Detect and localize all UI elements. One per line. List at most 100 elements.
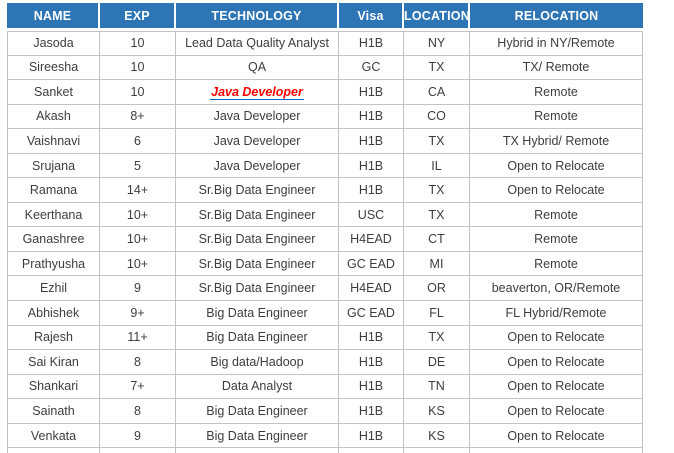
cell-technology: Java Developer — [176, 153, 339, 179]
technology-text: Big Data Engineer — [206, 305, 308, 320]
cell-visa: H4EAD — [339, 227, 404, 252]
cell-technology: Sr.Big Data Engineer — [176, 276, 339, 302]
technology-text: Java Developer — [213, 109, 301, 124]
technology-text: Sr.Big Data Engineer — [198, 281, 316, 296]
cell-visa: GC EAD — [339, 301, 404, 326]
cell-name: Ramana — [7, 178, 100, 203]
cell-relocation: beaverton, OR/Remote — [470, 276, 643, 302]
table-row: Srujana 5 Java Developer H1B IL Open to … — [7, 153, 643, 179]
cell-visa: USC — [339, 202, 404, 228]
cell-location: TX — [404, 202, 470, 228]
cell-location: IL — [404, 153, 470, 179]
cell-relocation: Open to Relocate — [470, 153, 643, 179]
cell-exp: 9 — [100, 276, 176, 302]
cell-name: Venkata — [7, 423, 100, 449]
cell-exp: 9+ — [100, 301, 176, 326]
cell-technology: Big data/Hadoop — [176, 350, 339, 375]
cell-location: DE — [404, 350, 470, 375]
technology-text: Sr.Big Data Engineer — [198, 256, 316, 271]
cell-name: Jasoda — [7, 31, 100, 56]
cell-exp: 9 — [100, 423, 176, 449]
cell-relocation: Remote — [470, 202, 643, 228]
cell-exp: 10+ — [100, 202, 176, 228]
cell-visa: H1B — [339, 325, 404, 351]
cell-name: Shankari — [7, 374, 100, 400]
cell-location: CA — [404, 80, 470, 105]
cell-relocation: TX/ Remote — [470, 55, 643, 81]
cell-relocation: Remote — [470, 104, 643, 130]
technology-text: Sr.Big Data Engineer — [198, 207, 316, 222]
cell-visa: H1B — [339, 104, 404, 130]
cell-name: Akash — [7, 104, 100, 130]
technology-text: Lead Data Quality Analyst — [185, 36, 329, 51]
cell-name: Ganashree — [7, 227, 100, 252]
cell-exp: 8 — [100, 399, 176, 424]
column-header-exp: EXP — [100, 3, 176, 31]
table-row: Jasoda 10 Lead Data Quality Analyst H1B … — [7, 31, 643, 56]
cell-visa: H1B — [339, 423, 404, 449]
cell-name: Rajesh — [7, 325, 100, 351]
cell-exp: 8 — [100, 350, 176, 375]
cell-location: CO — [404, 104, 470, 130]
column-header-technology: TECHNOLOGY — [176, 3, 339, 31]
cell-technology: Java Developer — [176, 129, 339, 154]
cell-name — [7, 448, 100, 453]
cell-exp: 10 — [100, 55, 176, 81]
cell-relocation: TX Hybrid/ Remote — [470, 129, 643, 154]
cell-exp: 8+ — [100, 104, 176, 130]
cell-visa: GC EAD — [339, 251, 404, 277]
cell-technology: QA — [176, 55, 339, 81]
cell-exp: 10+ — [100, 251, 176, 277]
technology-text: Java Developer — [213, 133, 301, 148]
cell-relocation: Open to Relocate — [470, 178, 643, 203]
cell-exp: 10 — [100, 80, 176, 105]
table-row: Sainath 8 Big Data Engineer H1B KS Open … — [7, 399, 643, 424]
cell-relocation: Open to Relocate — [470, 325, 643, 351]
cell-name: Sanket — [7, 80, 100, 105]
cell-exp: 5 — [100, 153, 176, 179]
cell-technology: Big Data Engineer — [176, 301, 339, 326]
cell-visa: H1B — [339, 129, 404, 154]
table-row: Abhishek 9+ Big Data Engineer GC EAD FL … — [7, 301, 643, 326]
table-row: Venkata 9 Big Data Engineer H1B KS Open … — [7, 423, 643, 449]
cell-name: Srujana — [7, 153, 100, 179]
cell-relocation: FL Hybrid/Remote — [470, 301, 643, 326]
cell-relocation: Remote — [470, 80, 643, 105]
cell-location: KS — [404, 399, 470, 424]
cell-technology: Big Data Engineer — [176, 423, 339, 449]
cell-exp: 14+ — [100, 178, 176, 203]
table-row — [7, 448, 643, 453]
technology-text: Big Data Engineer — [206, 330, 308, 345]
cell-technology: Lead Data Quality Analyst — [176, 31, 339, 56]
cell-exp: 10+ — [100, 227, 176, 252]
header-row: NAME EXP TECHNOLOGY Visa LOCATION RELOCA… — [7, 3, 643, 31]
cell-technology — [176, 448, 339, 453]
column-header-name: NAME — [7, 3, 100, 31]
cell-location: TX — [404, 55, 470, 81]
cell-visa: H1B — [339, 178, 404, 203]
table-row: Keerthana 10+ Sr.Big Data Engineer USC T… — [7, 202, 643, 228]
cell-visa: H1B — [339, 399, 404, 424]
cell-location: TN — [404, 374, 470, 400]
technology-text: Big Data Engineer — [206, 403, 308, 418]
cell-technology: Big Data Engineer — [176, 399, 339, 424]
cell-location: NY — [404, 31, 470, 56]
cell-name: Keerthana — [7, 202, 100, 228]
cell-name: Prathyusha — [7, 251, 100, 277]
cell-technology: Java Developer — [176, 80, 339, 105]
cell-exp: 7+ — [100, 374, 176, 400]
cell-technology: Java Developer — [176, 104, 339, 130]
cell-visa: H1B — [339, 80, 404, 105]
table-row: Rajesh 11+ Big Data Engineer H1B TX Open… — [7, 325, 643, 351]
cell-technology: Sr.Big Data Engineer — [176, 251, 339, 277]
cell-location: FL — [404, 301, 470, 326]
technology-text: Big Data Engineer — [206, 428, 308, 443]
table-header: NAME EXP TECHNOLOGY Visa LOCATION RELOCA… — [7, 3, 643, 31]
table-row: Akash 8+ Java Developer H1B CO Remote — [7, 104, 643, 130]
column-header-location: LOCATION — [404, 3, 470, 31]
technology-text: Sr.Big Data Engineer — [198, 232, 316, 247]
cell-exp: 10 — [100, 31, 176, 56]
cell-visa: H4EAD — [339, 276, 404, 302]
cell-visa: H1B — [339, 350, 404, 375]
cell-technology: Sr.Big Data Engineer — [176, 202, 339, 228]
